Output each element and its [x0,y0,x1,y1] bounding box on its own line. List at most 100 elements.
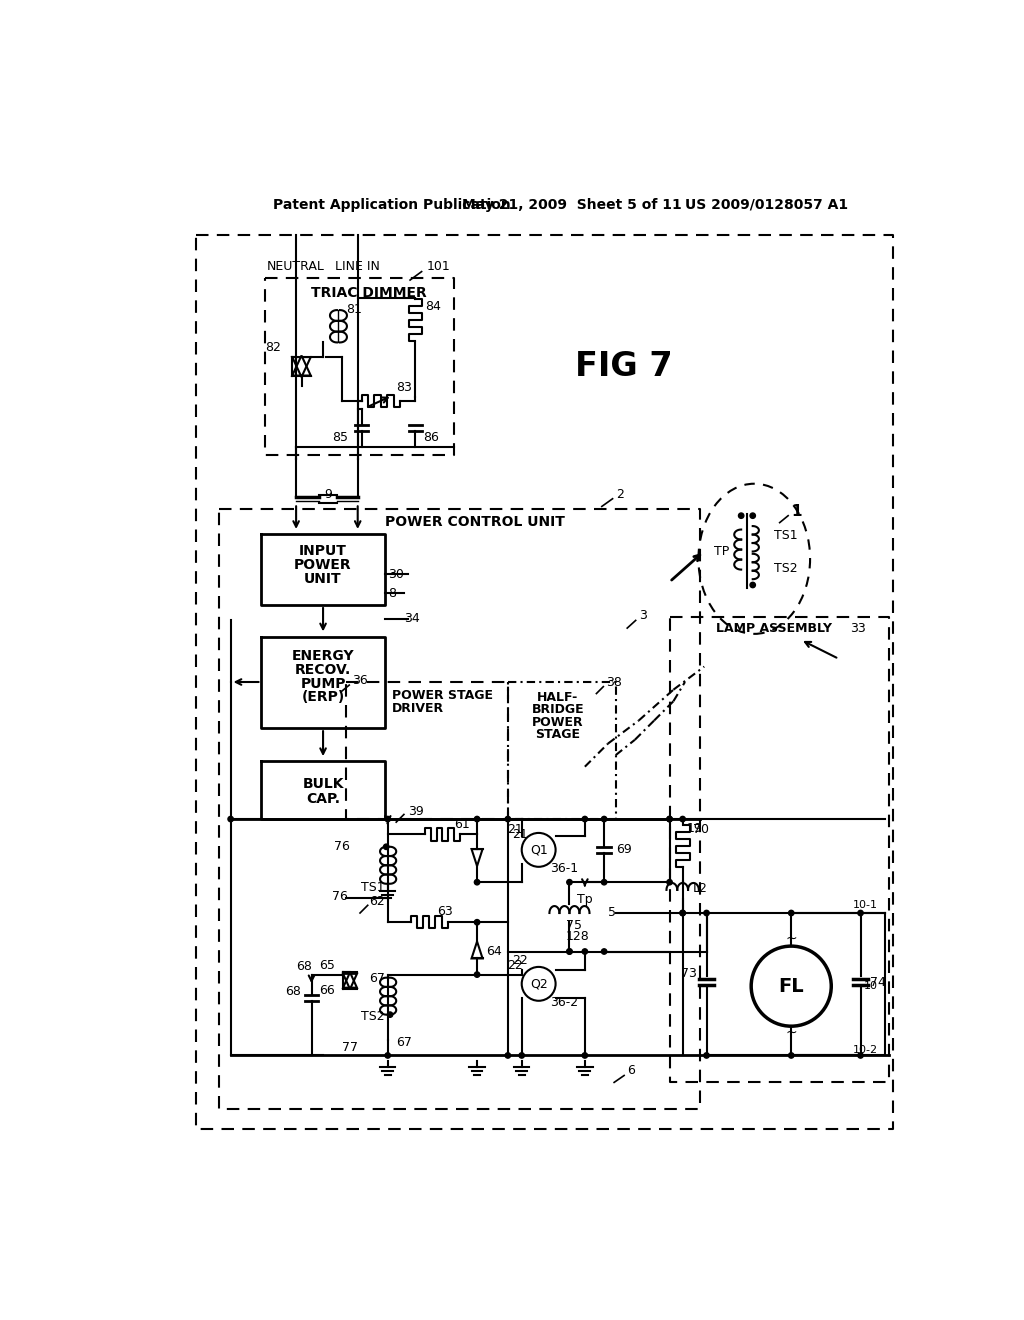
Circle shape [505,1053,511,1059]
Circle shape [519,1053,524,1059]
Text: 75: 75 [565,919,582,932]
Text: 61: 61 [454,818,470,832]
Text: NEUTRAL: NEUTRAL [267,260,325,273]
Circle shape [788,911,794,916]
Text: BULK: BULK [302,776,344,791]
Text: Tp: Tp [578,892,593,906]
Text: 67: 67 [370,972,385,985]
Text: TRIAC DIMMER: TRIAC DIMMER [311,286,427,300]
Text: 66: 66 [318,983,335,997]
Text: 38: 38 [606,676,623,689]
Circle shape [703,911,710,916]
Text: 6: 6 [628,1064,635,1077]
Text: Q2: Q2 [529,977,548,990]
Text: ~: ~ [785,932,797,945]
Circle shape [680,816,685,822]
Circle shape [750,513,756,519]
Text: 76: 76 [334,840,350,853]
Text: 81: 81 [346,302,362,315]
Text: TP: TP [715,545,730,557]
Text: HALF-: HALF- [538,690,579,704]
Circle shape [667,879,672,884]
Text: TS1: TS1 [773,529,797,543]
Text: 8: 8 [388,587,396,601]
Text: BRIDGE: BRIDGE [531,704,585,717]
Text: 30: 30 [388,568,404,581]
Text: DRIVER: DRIVER [392,702,444,714]
Text: 74: 74 [869,975,886,989]
Circle shape [601,816,607,822]
Text: 70: 70 [692,824,709,837]
Circle shape [385,1053,390,1059]
Text: 34: 34 [403,612,420,626]
Circle shape [858,1053,863,1059]
Circle shape [858,911,863,916]
Text: FIG 7: FIG 7 [574,350,672,383]
Text: TS1: TS1 [361,880,385,894]
Text: 77: 77 [342,1041,358,1055]
Circle shape [703,1053,710,1059]
Circle shape [738,513,743,519]
Text: Patent Application Publication: Patent Application Publication [273,198,511,211]
Text: PUMP: PUMP [300,677,346,690]
Text: 10: 10 [863,981,878,991]
Circle shape [667,816,672,822]
Circle shape [680,911,685,916]
Text: 85: 85 [332,430,348,444]
Text: 36-2: 36-2 [550,995,579,1008]
Text: ENERGY: ENERGY [292,649,354,663]
Text: 22: 22 [512,954,527,968]
Text: L2: L2 [692,882,708,895]
Text: 76: 76 [332,890,348,903]
Circle shape [667,816,672,822]
Text: Q1: Q1 [529,843,548,857]
Text: STAGE: STAGE [536,727,581,741]
Circle shape [566,879,572,884]
Text: 10-2: 10-2 [852,1045,878,1055]
Text: POWER STAGE: POWER STAGE [392,689,494,702]
Circle shape [474,920,480,925]
Circle shape [583,816,588,822]
Text: 65: 65 [318,958,335,972]
Text: 101: 101 [427,260,451,273]
Circle shape [505,816,511,822]
Text: 36: 36 [352,675,368,686]
Text: May 21, 2009  Sheet 5 of 11: May 21, 2009 Sheet 5 of 11 [462,198,681,211]
Text: 9: 9 [325,488,333,502]
Circle shape [474,816,480,822]
Circle shape [387,1012,393,1018]
Text: 86: 86 [423,430,439,444]
Text: INPUT: INPUT [299,544,347,558]
Text: 128: 128 [565,929,590,942]
Text: 82: 82 [265,341,281,354]
Circle shape [228,816,233,822]
Text: CAP.: CAP. [306,792,340,807]
Text: 21: 21 [508,824,523,837]
Circle shape [750,582,756,587]
Text: 64: 64 [486,945,502,958]
Text: 63: 63 [437,906,453,917]
Circle shape [384,843,389,850]
Text: 2: 2 [615,487,624,500]
Text: 73: 73 [681,966,696,979]
Text: 67: 67 [396,1036,412,1049]
Text: 21: 21 [512,828,527,841]
Text: POWER: POWER [294,558,352,572]
Circle shape [474,879,480,884]
Circle shape [385,816,390,822]
Text: 62: 62 [370,895,385,908]
Text: TS2: TS2 [361,1010,385,1023]
Circle shape [583,949,588,954]
Circle shape [680,911,685,916]
Text: 5: 5 [607,907,615,920]
Text: 3: 3 [639,609,646,622]
Circle shape [566,949,572,954]
Text: LINE IN: LINE IN [335,260,380,273]
Text: 33: 33 [851,622,866,635]
Text: (ERP): (ERP) [301,690,345,705]
Text: FL: FL [778,977,804,995]
Text: POWER CONTROL UNIT: POWER CONTROL UNIT [385,515,564,529]
Circle shape [788,1053,794,1059]
Text: 39: 39 [408,805,424,818]
Text: POWER: POWER [532,715,584,729]
